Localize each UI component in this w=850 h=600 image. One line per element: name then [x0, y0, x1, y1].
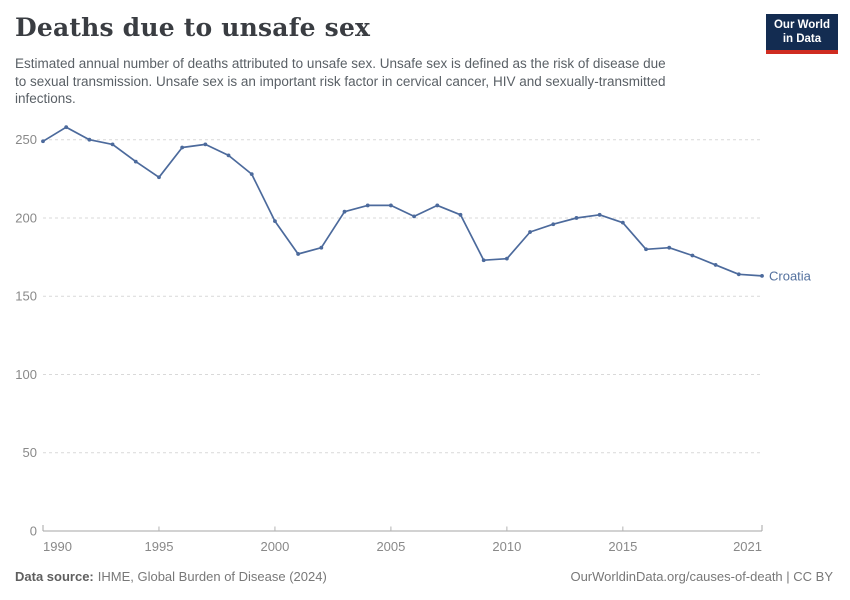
y-axis-label: 50: [23, 445, 37, 460]
data-point-marker[interactable]: [296, 252, 301, 256]
data-point-marker[interactable]: [644, 247, 648, 252]
x-axis: [42, 525, 763, 532]
data-point-marker[interactable]: [481, 258, 486, 263]
data-point-marker[interactable]: [249, 172, 254, 177]
data-series[interactable]: [41, 125, 764, 278]
data-source: Data source: IHME, Global Burden of Disea…: [15, 569, 327, 584]
data-point-marker[interactable]: [41, 139, 45, 144]
x-axis-label: 2021: [733, 539, 762, 554]
data-point-marker[interactable]: [458, 212, 463, 217]
data-point-marker[interactable]: [574, 216, 579, 220]
y-gridlines: [43, 139, 762, 454]
y-axis-label: 200: [15, 210, 37, 225]
data-point-marker[interactable]: [157, 175, 161, 180]
y-axis-label: 0: [30, 524, 37, 539]
series-end-labels: Croatia: [769, 268, 812, 283]
x-axis-labels: 1990 1995 2000 2005 2010 2015 2021: [43, 539, 762, 554]
data-point-marker[interactable]: [273, 219, 277, 223]
data-point-marker[interactable]: [133, 159, 138, 164]
y-axis-label: 100: [15, 367, 37, 382]
data-point-marker[interactable]: [87, 137, 92, 142]
chart-subtitle: Estimated annual number of deaths attrib…: [15, 55, 666, 108]
x-axis-label: 2010: [492, 539, 521, 554]
data-source-text: IHME, Global Burden of Disease (2024): [97, 569, 327, 584]
x-axis-label: 2015: [608, 539, 637, 554]
data-point-marker[interactable]: [690, 253, 695, 258]
y-axis-labels: 0 50 100 150 200 250: [15, 132, 37, 538]
data-point-marker[interactable]: [110, 142, 115, 147]
data-point-marker[interactable]: [551, 222, 556, 227]
data-point-marker[interactable]: [528, 230, 532, 234]
data-point-marker[interactable]: [203, 142, 208, 147]
subtitle-line: infections.: [15, 91, 76, 107]
subtitle-line: to sexual transmission. Unsafe sex is an…: [15, 73, 666, 89]
data-point-marker[interactable]: [504, 256, 509, 261]
data-point-marker[interactable]: [365, 203, 370, 208]
chart-footer: Data source: IHME, Global Burden of Disea…: [15, 569, 833, 584]
data-source-label: Data source:: [15, 569, 94, 584]
data-point-marker[interactable]: [597, 212, 602, 217]
data-point-marker[interactable]: [620, 220, 625, 225]
data-point-marker[interactable]: [412, 214, 416, 219]
owid-logo-line2: in Data: [782, 32, 822, 45]
data-point-marker[interactable]: [64, 125, 69, 130]
x-axis-label: 2005: [376, 539, 405, 554]
x-axis-label: 1995: [145, 539, 174, 554]
x-axis-label: 2000: [260, 539, 289, 554]
data-point-marker[interactable]: [342, 209, 347, 214]
data-point-marker[interactable]: [713, 263, 718, 267]
data-point-marker[interactable]: [435, 203, 440, 208]
series-end-label: Croatia: [769, 268, 812, 283]
page-title: Deaths due to unsafe sex: [15, 13, 371, 42]
data-point-marker[interactable]: [389, 203, 393, 208]
owid-link[interactable]: OurWorldinData.org/causes-of-death | CC …: [570, 569, 833, 584]
x-axis-label: 1990: [43, 539, 72, 554]
data-point-marker[interactable]: [736, 272, 741, 277]
owid-logo-line1: Our World: [773, 19, 830, 31]
data-point-marker[interactable]: [319, 245, 324, 250]
y-axis-label: 150: [15, 289, 37, 304]
data-point-marker[interactable]: [667, 245, 672, 250]
owid-logo[interactable]: Our World in Data: [765, 14, 838, 54]
y-axis-label: 250: [15, 132, 37, 147]
data-point-marker[interactable]: [226, 153, 231, 158]
subtitle-line: Estimated annual number of deaths attrib…: [15, 56, 666, 71]
data-point-marker[interactable]: [180, 145, 185, 150]
data-point-marker[interactable]: [760, 273, 764, 278]
data-line[interactable]: [42, 126, 763, 277]
